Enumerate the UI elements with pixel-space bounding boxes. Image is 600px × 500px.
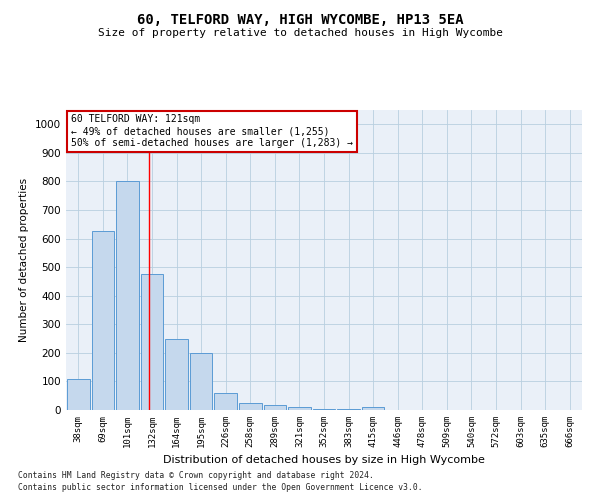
Text: 60 TELFORD WAY: 121sqm
← 49% of detached houses are smaller (1,255)
50% of semi-: 60 TELFORD WAY: 121sqm ← 49% of detached…	[71, 114, 353, 148]
Bar	[140, 274, 163, 410]
Bar	[239, 403, 262, 410]
Y-axis label: Number of detached properties: Number of detached properties	[19, 178, 29, 342]
Text: 60, TELFORD WAY, HIGH WYCOMBE, HP13 5EA: 60, TELFORD WAY, HIGH WYCOMBE, HP13 5EA	[137, 12, 463, 26]
Bar	[67, 378, 89, 410]
Text: Contains HM Land Registry data © Crown copyright and database right 2024.: Contains HM Land Registry data © Crown c…	[18, 470, 374, 480]
Bar	[337, 408, 360, 410]
Bar	[362, 407, 385, 410]
Bar	[116, 182, 139, 410]
Bar	[263, 405, 286, 410]
X-axis label: Distribution of detached houses by size in High Wycombe: Distribution of detached houses by size …	[163, 456, 485, 466]
Bar	[92, 232, 114, 410]
Bar	[313, 408, 335, 410]
Bar	[165, 338, 188, 410]
Bar	[288, 407, 311, 410]
Bar	[214, 393, 237, 410]
Text: Contains public sector information licensed under the Open Government Licence v3: Contains public sector information licen…	[18, 483, 422, 492]
Text: Size of property relative to detached houses in High Wycombe: Size of property relative to detached ho…	[97, 28, 503, 38]
Bar	[190, 353, 212, 410]
